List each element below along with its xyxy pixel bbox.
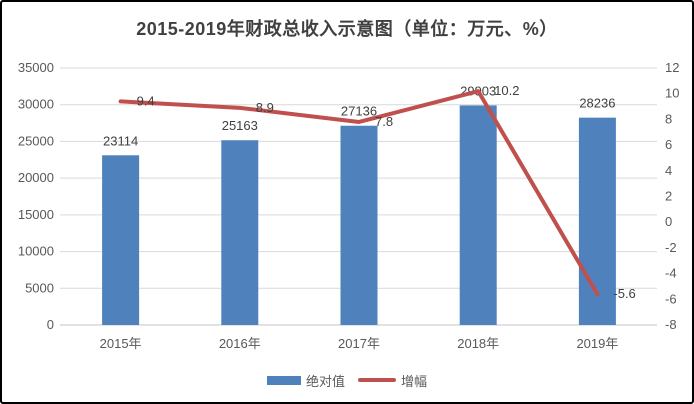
left-axis-tick-label: 25000 [18, 133, 54, 148]
legend-line-swatch-icon [358, 378, 396, 382]
bar [340, 125, 378, 325]
x-axis-tick-label: 2017年 [338, 336, 380, 351]
bar [102, 155, 140, 325]
left-axis-tick-label: 15000 [18, 207, 54, 222]
right-axis-tick-label: -8 [665, 317, 677, 332]
bar [459, 105, 497, 325]
legend-line-label: 增幅 [401, 373, 428, 389]
growth-line [118, 89, 600, 297]
bar-value-label: 25163 [222, 118, 258, 133]
legend-bar-swatch-icon [266, 375, 301, 385]
line-value-label: 7.8 [375, 114, 393, 129]
right-axis-tick-label: 0 [665, 214, 672, 229]
left-axis-tick-label: 20000 [18, 170, 54, 185]
left-axis-tick-label: 30000 [18, 97, 54, 112]
right-axis-tick-label: 10 [665, 86, 679, 101]
chart-title: 2015-2019年财政总收入示意图（单位：万元、%） [136, 19, 558, 39]
line-value-label: 8.9 [256, 100, 274, 115]
right-axis-tick-label: -2 [665, 240, 677, 255]
bar-value-label: 23114 [103, 133, 138, 148]
right-axis-tick-label: 8 [665, 111, 672, 126]
left-axis-tick-label: 35000 [18, 60, 54, 75]
right-axis-tick-label: -4 [665, 266, 677, 281]
bar [221, 140, 259, 325]
bar-value-label: 28236 [579, 96, 615, 111]
right-axis-tick-label: 6 [665, 137, 672, 152]
line-value-label: -5.6 [613, 286, 635, 301]
right-axis-tick-label: -6 [665, 291, 677, 306]
line-value-label: 10.2 [494, 83, 519, 98]
x-axis-tick-label: 2015年 [100, 336, 142, 351]
x-axis-tick-label: 2019年 [576, 336, 618, 351]
left-axis-tick-label: 10000 [18, 244, 54, 259]
right-axis-tick-label: 2 [665, 189, 672, 204]
legend-bar-label: 绝对值 [305, 373, 345, 389]
bar-value-label: 27136 [341, 104, 377, 119]
right-axis-tick-label: 12 [665, 60, 679, 75]
left-axis-tick-label: 0 [47, 317, 54, 332]
left-axis-tick-label: 5000 [25, 280, 54, 295]
x-axis-tick-label: 2018年 [457, 336, 499, 351]
right-axis-tick-label: 4 [665, 163, 672, 178]
legend: 绝对值 增幅 [2, 371, 692, 389]
line-value-label: 9.4 [137, 93, 155, 108]
x-axis-tick-label: 2016年 [219, 336, 261, 351]
